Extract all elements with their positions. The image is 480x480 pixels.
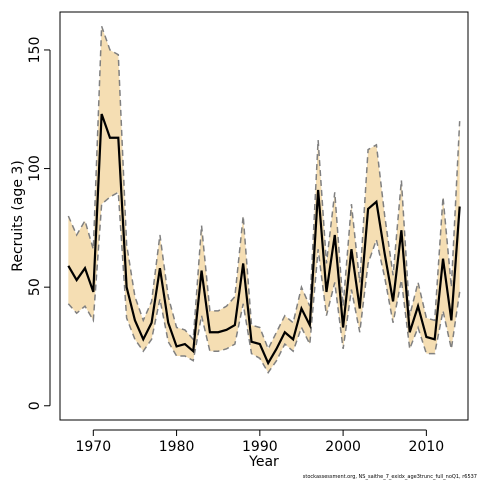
lower-bound-dashed-line <box>67 191 461 374</box>
estimate-line <box>67 113 461 366</box>
plot-area <box>67 25 461 374</box>
plot-frame <box>59 11 469 421</box>
x-axis-label: Year <box>248 454 279 470</box>
x-tick-label-2000: 2000 <box>325 439 361 455</box>
y-axis-label: Recruits (age 3) <box>10 160 26 272</box>
y-tick-label-100: 100 <box>27 155 43 182</box>
y-tick-label-0: 0 <box>27 401 43 410</box>
y-tick-label-50: 50 <box>27 278 43 296</box>
x-tick-label-1990: 1990 <box>242 439 278 455</box>
x-tick-label-1970: 1970 <box>75 439 111 455</box>
x-axis: 1970 1980 1990 2000 2010 <box>75 429 445 455</box>
source-footnote: stockassessment.org, NS_saithe_7_exidx_a… <box>303 474 477 480</box>
x-tick-label-2010: 2010 <box>409 439 445 455</box>
y-axis: 0 50 100 150 <box>27 37 51 410</box>
upper-bound-dashed-line <box>67 25 461 351</box>
y-tick-label-150: 150 <box>27 37 43 64</box>
x-tick-label-1980: 1980 <box>159 439 195 455</box>
